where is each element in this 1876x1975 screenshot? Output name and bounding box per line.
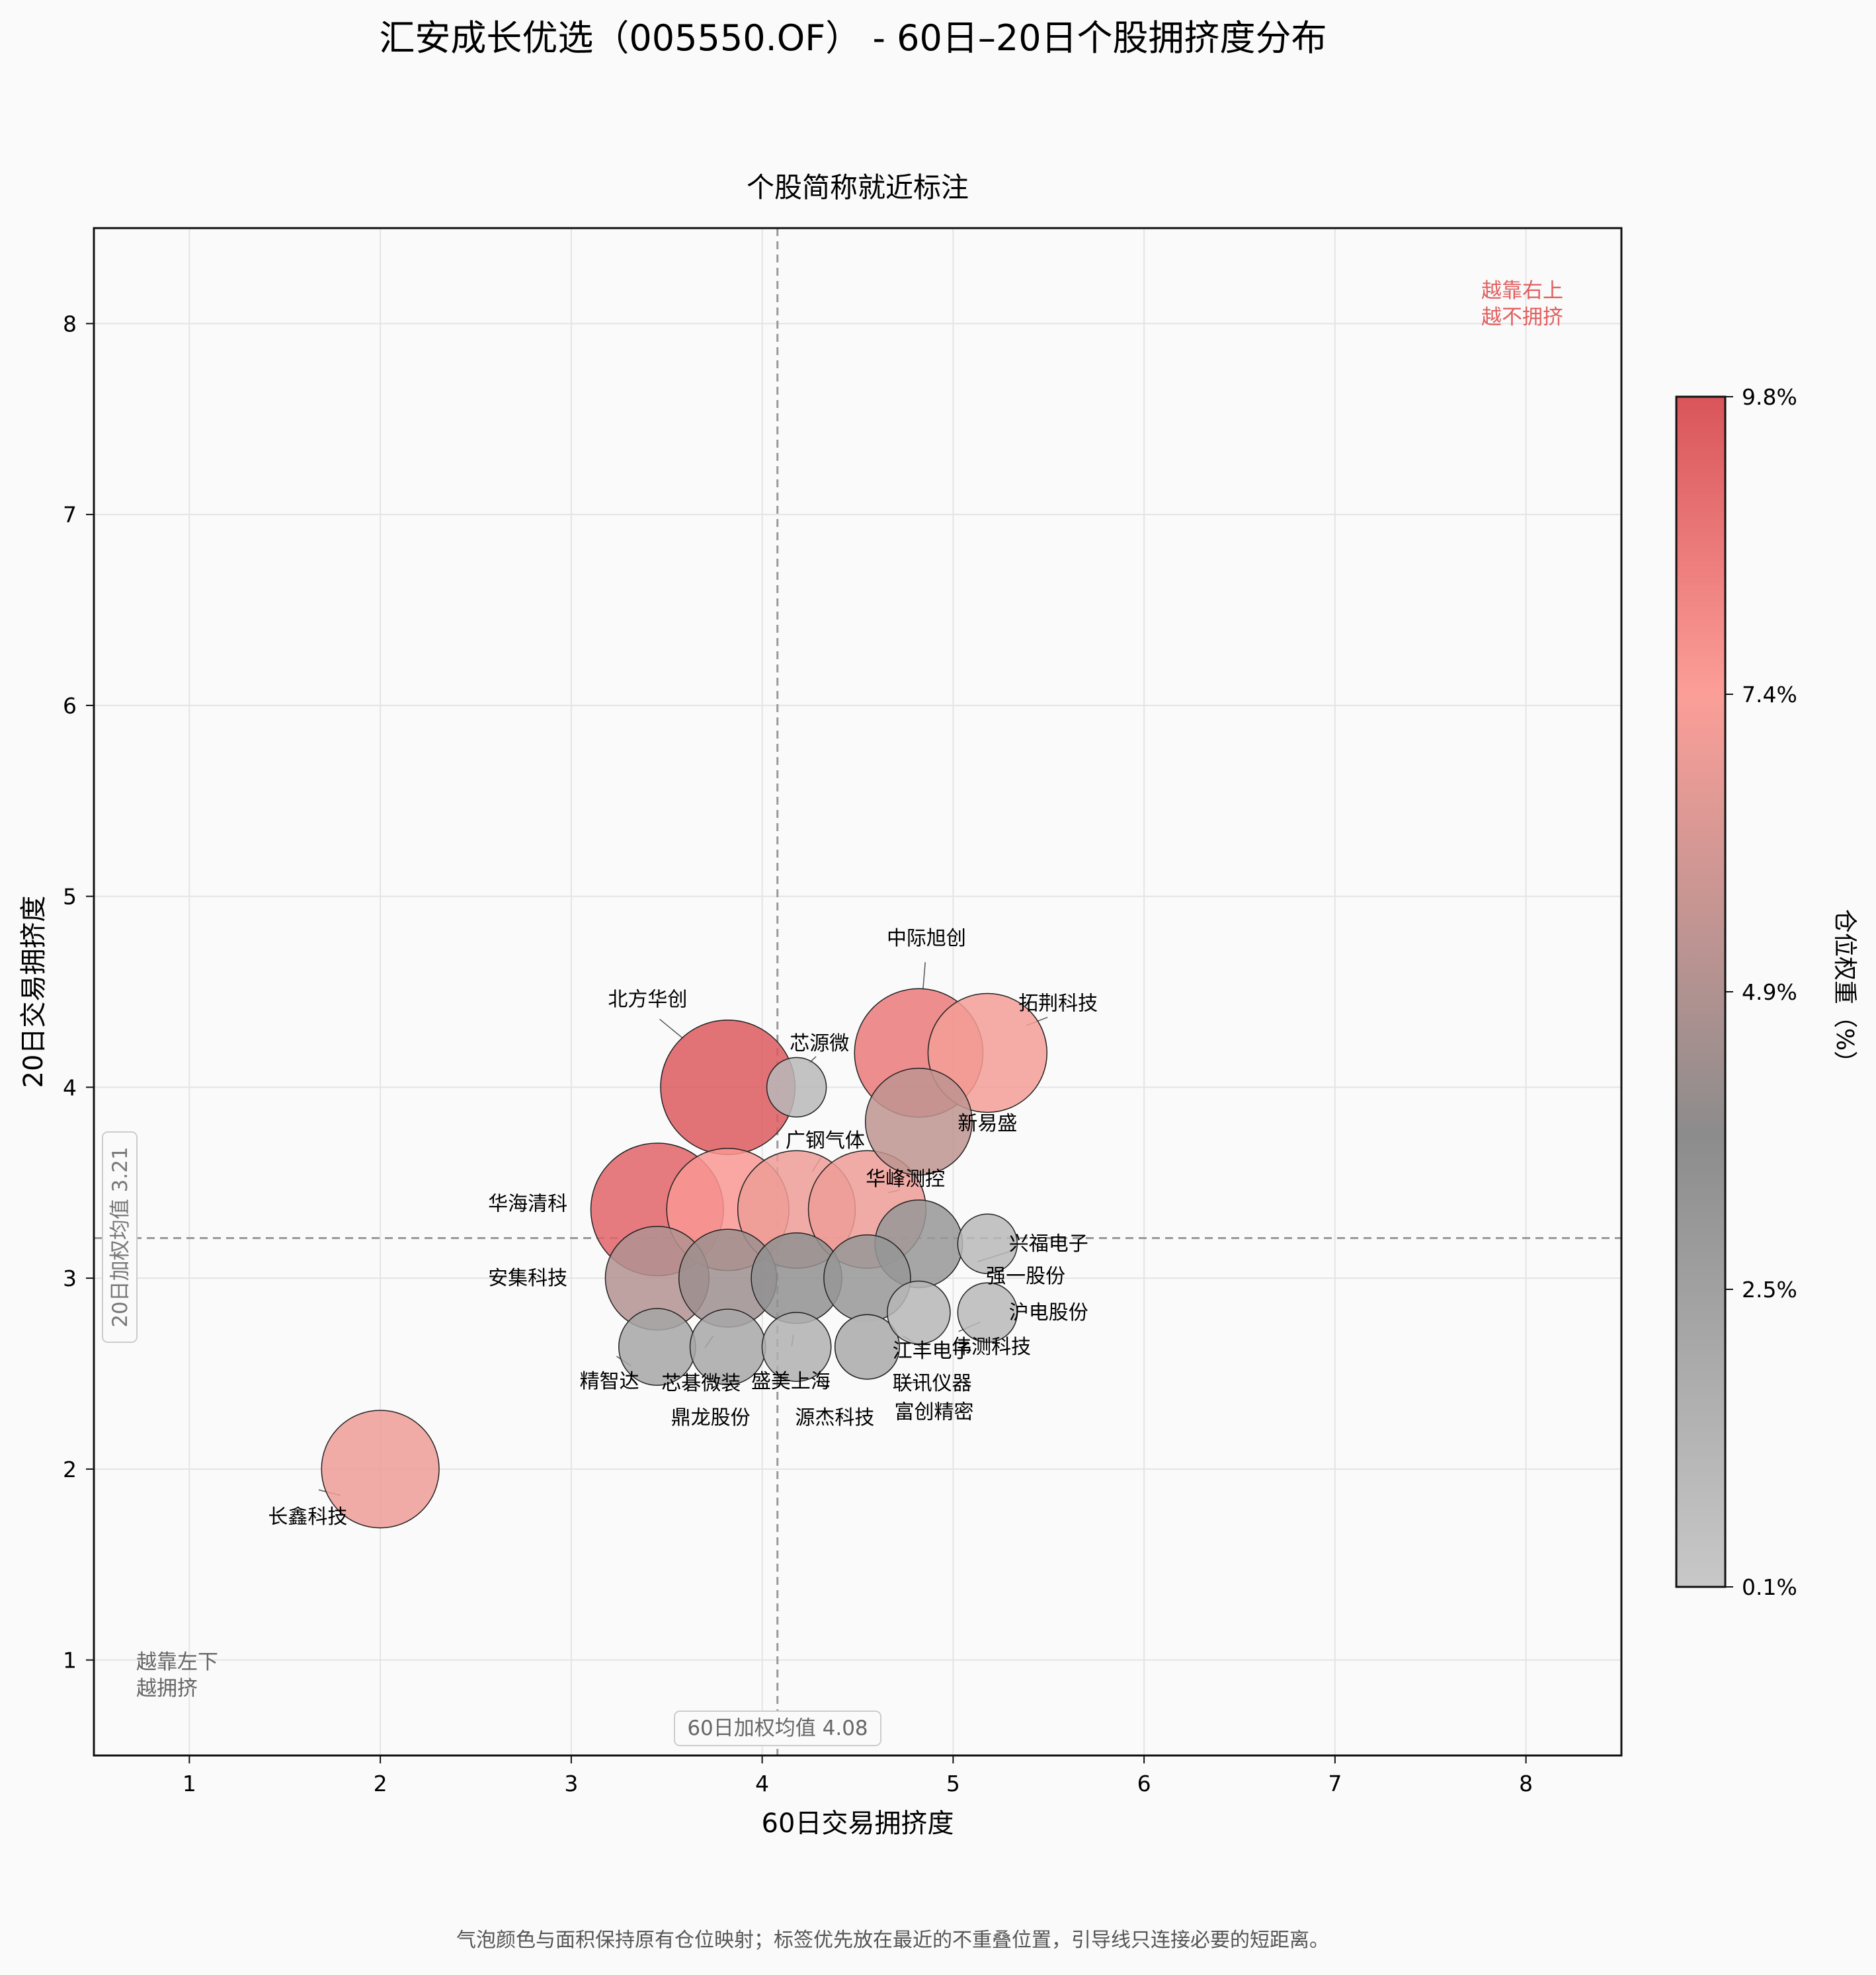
label-江丰电子: 江丰电子 bbox=[893, 1340, 972, 1363]
chart-subtitle: 个股简称就近标注 bbox=[747, 171, 969, 204]
label-华海清科: 华海清科 bbox=[488, 1193, 567, 1216]
label-富创精密: 富创精密 bbox=[895, 1400, 974, 1424]
bubble-伟测科技 bbox=[887, 1280, 951, 1345]
svg-text:20日加权均值 3.21: 20日加权均值 3.21 bbox=[108, 1147, 132, 1327]
x-axis-label: 60日交易拥挤度 bbox=[762, 1808, 954, 1839]
label-广钢气体: 广钢气体 bbox=[786, 1129, 865, 1152]
y-tick-label: 5 bbox=[63, 884, 77, 910]
y-tick-label: 3 bbox=[63, 1266, 77, 1291]
y-tick-label: 1 bbox=[63, 1648, 77, 1673]
footer-note: 气泡颜色与面积保持原有仓位映射；标签优先放在最近的不重叠位置，引导线只连接必要的… bbox=[456, 1929, 1329, 1952]
bubble-长鑫科技 bbox=[321, 1410, 440, 1529]
label-北方华创: 北方华创 bbox=[608, 988, 687, 1012]
x-tick-label: 8 bbox=[1519, 1771, 1533, 1796]
axis-ticks: 1 2 3 4 5 6 7 8 1 2 3 4 5 6 7 8 bbox=[63, 311, 1533, 1796]
plot-frame bbox=[93, 227, 1623, 1757]
label-鼎龙股份: 鼎龙股份 bbox=[671, 1406, 751, 1430]
label-盛美上海: 盛美上海 bbox=[751, 1370, 831, 1393]
label-强一股份: 强一股份 bbox=[986, 1265, 1065, 1288]
x-tick-label: 4 bbox=[755, 1771, 769, 1796]
colorbar-label: 仓位权重（%） bbox=[1831, 909, 1858, 1074]
chart-title: 汇安成长优选（005550.OF） - 60日–20日个股拥挤度分布 bbox=[379, 17, 1326, 59]
leader-北方华创 bbox=[659, 1018, 684, 1039]
label-芯源微: 芯源微 bbox=[790, 1032, 849, 1055]
colorbar-tick-label: 4.9% bbox=[1742, 979, 1797, 1005]
label-伟测科技: 伟测科技 bbox=[952, 1336, 1031, 1359]
bubble-沪电股份 bbox=[957, 1282, 1018, 1343]
y-tick-label: 7 bbox=[63, 502, 77, 528]
bubbles bbox=[321, 988, 1048, 1529]
y-mean-label: 20日加权均值 3.21 bbox=[102, 1131, 138, 1343]
y-tick-label: 8 bbox=[63, 311, 77, 337]
bubble-源杰科技 bbox=[761, 1312, 832, 1382]
bubble-兴福电子 bbox=[957, 1213, 1018, 1274]
leader-源杰科技 bbox=[817, 1385, 829, 1388]
colorbar-tick-label: 0.1% bbox=[1742, 1574, 1797, 1600]
label-长鑫科技: 长鑫科技 bbox=[268, 1506, 347, 1529]
x-mean-label: 60日加权均值 4.08 bbox=[674, 1711, 881, 1746]
label-芯碁微装: 芯碁微装 bbox=[661, 1372, 741, 1395]
label-华峰测控: 华峰测控 bbox=[866, 1168, 945, 1191]
colorbar bbox=[1675, 395, 1727, 1588]
x-tick-label: 6 bbox=[1137, 1771, 1151, 1796]
colorbar-tick-label: 7.4% bbox=[1742, 682, 1797, 707]
x-tick-label: 3 bbox=[564, 1771, 578, 1796]
bubble-富创精密 bbox=[834, 1314, 900, 1380]
leader-鼎龙股份 bbox=[713, 1385, 719, 1388]
label-联讯仪器: 联讯仪器 bbox=[893, 1372, 972, 1395]
note-top-right-line2: 越不拥挤 bbox=[1481, 305, 1563, 329]
leader-中际旭创 bbox=[922, 962, 926, 990]
label-新易盛: 新易盛 bbox=[958, 1112, 1017, 1135]
label-中际旭创: 中际旭创 bbox=[887, 927, 966, 950]
y-tick-label: 2 bbox=[63, 1457, 77, 1482]
label-源杰科技: 源杰科技 bbox=[795, 1406, 874, 1430]
y-tick-label: 6 bbox=[63, 693, 77, 719]
note-top-right-line1: 越靠右上 bbox=[1481, 279, 1563, 303]
colorbar-tick-label: 9.8% bbox=[1742, 384, 1797, 410]
label-拓荆科技: 拓荆科技 bbox=[1018, 992, 1098, 1015]
label-精智达: 精智达 bbox=[580, 1370, 639, 1393]
label-兴福电子: 兴福电子 bbox=[1009, 1232, 1088, 1256]
svg-text:60日加权均值 4.08: 60日加权均值 4.08 bbox=[687, 1716, 868, 1740]
colorbar-tick-label: 2.5% bbox=[1742, 1277, 1797, 1303]
note-bottom-left-line2: 越拥挤 bbox=[136, 1677, 198, 1701]
x-tick-label: 7 bbox=[1328, 1771, 1342, 1796]
x-tick-label: 1 bbox=[183, 1771, 196, 1796]
bubble-拓荆科技 bbox=[927, 992, 1048, 1113]
bubble-新易盛 bbox=[864, 1067, 973, 1176]
x-tick-label: 5 bbox=[946, 1771, 960, 1796]
note-bottom-left-line1: 越靠左下 bbox=[136, 1650, 218, 1674]
bubble-芯源微 bbox=[766, 1057, 827, 1118]
y-axis-label: 20日交易拥挤度 bbox=[19, 896, 49, 1088]
y-tick-label: 4 bbox=[63, 1074, 77, 1100]
label-沪电股份: 沪电股份 bbox=[1009, 1301, 1088, 1324]
label-安集科技: 安集科技 bbox=[488, 1267, 567, 1290]
x-tick-label: 2 bbox=[374, 1771, 387, 1796]
colorbar-ticks: 0.1% 2.5% 4.9% 7.4% 9.8% bbox=[1725, 384, 1797, 1600]
